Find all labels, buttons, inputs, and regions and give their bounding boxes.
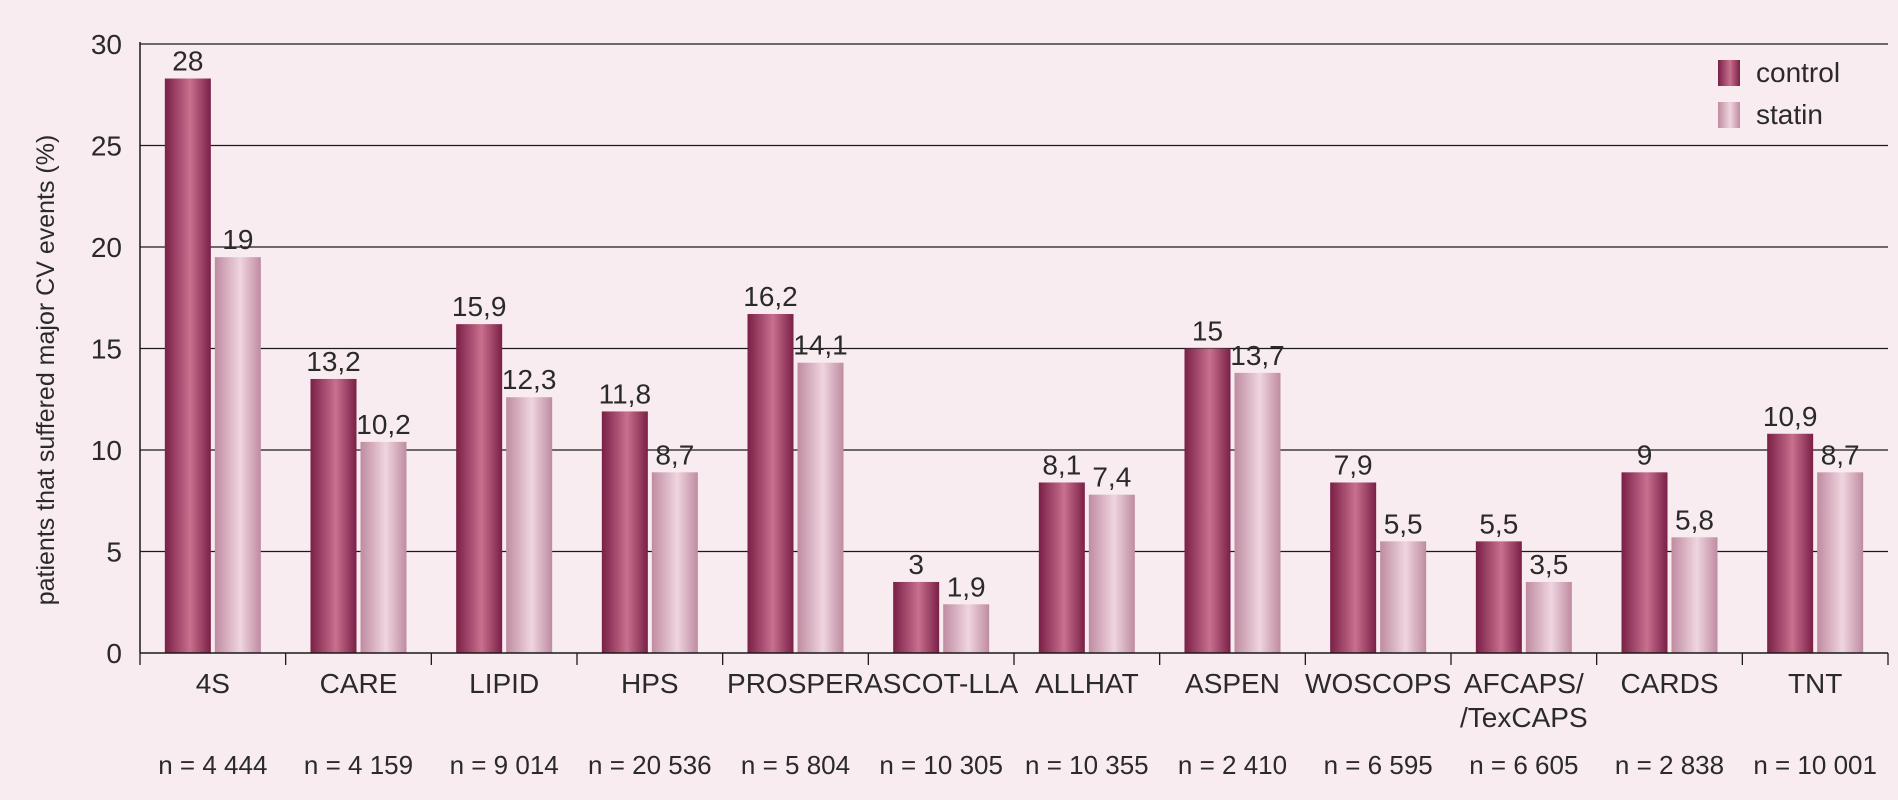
bar-statin (214, 257, 261, 653)
data-label: 9 (1637, 439, 1653, 470)
data-label: 3 (908, 549, 924, 580)
sample-size-label: n = 4 159 (304, 750, 413, 780)
y-tick-label: 0 (106, 638, 122, 669)
data-label: 3,5 (1529, 549, 1568, 580)
bar-statin (1234, 372, 1281, 653)
legend-swatch-control (1718, 60, 1740, 86)
legend: control statin (1718, 57, 1840, 130)
y-tick-label: 20 (91, 232, 122, 263)
sample-size-label: n = 2 838 (1615, 750, 1724, 780)
sample-size-label: n = 10 355 (1025, 750, 1149, 780)
bar-statin (1088, 494, 1135, 653)
bar-control (1330, 482, 1377, 653)
x-tick-label: /TexCAPS (1460, 702, 1588, 733)
x-tick-label: WOSCOPS (1305, 668, 1451, 699)
x-tick-label: TNT (1788, 668, 1842, 699)
bar-control (1475, 541, 1522, 653)
bar-statin (943, 604, 990, 653)
x-tick-label: 4S (196, 668, 230, 699)
data-label: 1,9 (947, 571, 986, 602)
sample-size-label: n = 20 536 (588, 750, 712, 780)
data-label: 14,1 (793, 330, 848, 361)
data-label: 15,9 (452, 291, 507, 322)
y-tick-label: 5 (106, 537, 122, 568)
data-label: 13,2 (306, 346, 361, 377)
x-tick-label: ALLHAT (1035, 668, 1139, 699)
bar-statin (651, 472, 698, 653)
data-label: 28 (172, 46, 203, 77)
data-label: 8,7 (655, 439, 694, 470)
x-tick-label: HPS (621, 668, 679, 699)
bar-statin (1380, 541, 1427, 653)
sample-size-label: n = 9 014 (450, 750, 559, 780)
x-tick-label: CARE (320, 668, 398, 699)
sample-size-label: n = 5 804 (741, 750, 850, 780)
bar-control (310, 378, 357, 653)
bar-control (747, 313, 794, 653)
bar-statin (1525, 581, 1572, 653)
legend-swatch-statin (1718, 102, 1740, 128)
x-tick-label: LIPID (469, 668, 539, 699)
x-tick-label: AFCAPS/ (1464, 668, 1584, 699)
x-tick-label: ASPEN (1185, 668, 1280, 699)
data-label: 15 (1192, 316, 1223, 347)
data-label: 7,4 (1092, 462, 1131, 493)
data-label: 12,3 (502, 364, 557, 395)
bar-control (1038, 482, 1085, 653)
bar-statin (1817, 472, 1864, 653)
data-label: 11,8 (599, 378, 651, 409)
data-label: 5,5 (1479, 508, 1518, 539)
y-axis-label: patients that suffered major CV events (… (32, 135, 60, 606)
y-tick-label: 30 (91, 29, 122, 60)
data-label: 13,7 (1230, 340, 1285, 371)
sample-size-label: n = 6 605 (1469, 750, 1578, 780)
data-label: 8,7 (1821, 439, 1860, 470)
bar-statin (797, 362, 844, 653)
x-tick-label: ASCOT-LLA (864, 668, 1018, 699)
axes: 0 5 10 15 20 25 30 4S n = 4 444 CARE n = 4 159 LIPI… (91, 29, 1889, 780)
bar-statin (360, 441, 407, 653)
x-tick-label: CARDS (1620, 668, 1718, 699)
sample-size-label: n = 2 410 (1178, 750, 1287, 780)
y-tick-label: 25 (91, 131, 122, 162)
sample-size-label: n = 10 305 (879, 750, 1003, 780)
sample-size-label: n = 4 444 (158, 750, 267, 780)
data-label: 19 (222, 224, 253, 255)
bar-statin (506, 397, 553, 653)
data-label: 5,5 (1384, 508, 1423, 539)
bar-control (1621, 472, 1668, 653)
legend-label: statin (1756, 99, 1823, 130)
bar-control (893, 581, 940, 653)
bar-control (601, 411, 648, 653)
x-tick-label: PROSPER (727, 668, 864, 699)
data-label: 7,9 (1334, 449, 1373, 480)
y-tick-label: 15 (91, 334, 122, 365)
data-label: 8,1 (1042, 449, 1081, 480)
sample-size-label: n = 10 001 (1753, 750, 1877, 780)
sample-size-label: n = 6 595 (1324, 750, 1433, 780)
bar-statin (1671, 537, 1718, 653)
data-label: 16,2 (743, 281, 798, 312)
bar-control (164, 78, 211, 653)
data-label: 10,9 (1763, 401, 1818, 432)
data-label: 5,8 (1675, 504, 1714, 535)
bar-control (1184, 348, 1231, 653)
grid-lines (140, 43, 1888, 553)
bar-control (1767, 433, 1814, 653)
bars (164, 78, 1864, 653)
legend-label: control (1756, 57, 1840, 88)
bar-control (456, 324, 503, 653)
data-label: 10,2 (356, 409, 411, 440)
y-tick-label: 10 (91, 435, 122, 466)
